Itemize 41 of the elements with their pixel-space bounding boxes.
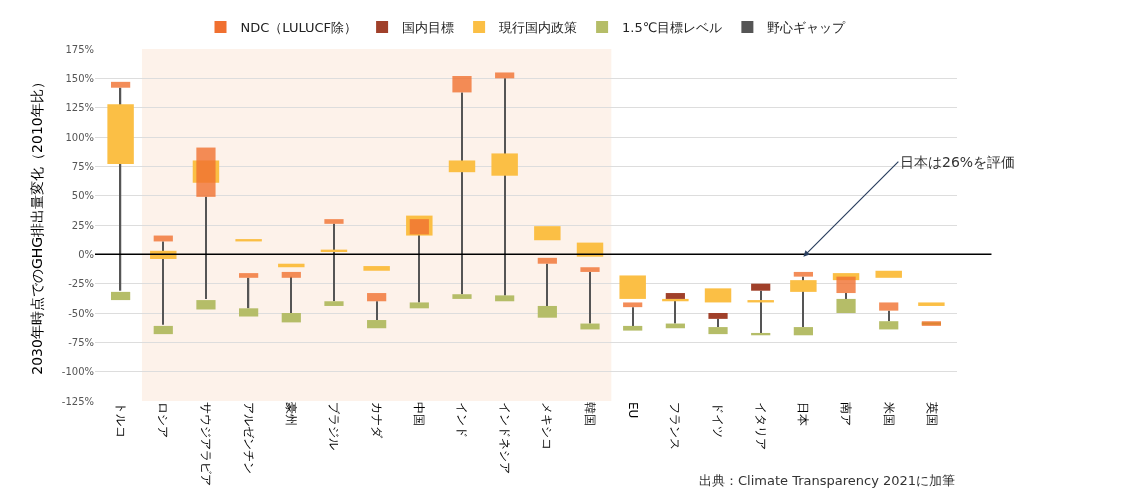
legend-label: 1.5℃目標レベル xyxy=(622,19,723,35)
x-tick-label: 日本 xyxy=(796,402,811,426)
legend-label: NDC（LULUCF除） xyxy=(240,19,358,35)
x-tick-label: ドイツ xyxy=(711,402,726,438)
y-tick-label: -50% xyxy=(68,307,94,319)
x-tick-label: トルコ xyxy=(113,402,128,438)
x-tick-label: 豪州 xyxy=(284,402,299,426)
y-tick-label: 125% xyxy=(65,102,94,114)
x-tick-label: 米国 xyxy=(881,402,896,426)
legend-label: 国内目標 xyxy=(402,19,455,35)
x-tick-label: 英国 xyxy=(924,402,939,426)
x-tick-label: インド xyxy=(455,402,470,438)
y-tick-label: 50% xyxy=(71,190,94,202)
y-tick-label: 25% xyxy=(71,219,94,231)
annotation: 日本は26%を評価 xyxy=(900,154,1016,170)
x-tick-label: フランス xyxy=(668,402,683,450)
x-tick-label: アルゼンチン xyxy=(241,402,256,474)
y-tick-label: 0% xyxy=(78,248,94,260)
legend-label: 現行国内政策 xyxy=(499,19,578,35)
x-tick-label: 南ア xyxy=(839,402,854,426)
y-tick-label: 75% xyxy=(71,160,94,172)
x-tick-label: EU xyxy=(625,402,640,419)
x-tick-label: サウジアラビア xyxy=(199,402,214,486)
x-tick-label: ロシア xyxy=(156,402,171,438)
y-tick-label: 175% xyxy=(65,43,94,55)
y-tick-label: -125% xyxy=(61,395,94,407)
x-tick-label: メキシコ xyxy=(540,402,555,450)
x-tick-label: 韓国 xyxy=(583,402,598,426)
legend-label: 野心ギャップ xyxy=(767,19,847,35)
y-tick-label: -25% xyxy=(68,278,94,290)
y-tick-label: -100% xyxy=(61,366,94,378)
x-tick-label: カナダ xyxy=(369,402,384,439)
y-tick-label: -75% xyxy=(68,336,94,348)
x-tick-label: ブラジル xyxy=(327,402,342,450)
x-tick-label: インドネシア xyxy=(497,402,512,474)
y-tick-label: 100% xyxy=(65,131,94,143)
x-tick-label: イタリア xyxy=(753,402,768,450)
x-tick-label: 中国 xyxy=(412,402,427,426)
y-axis-title: 2030年時点でのGHG排出量変化（2010年比） xyxy=(29,75,46,375)
y-tick-label: 150% xyxy=(65,72,94,84)
source-note: 出典：Climate Transparency 2021に加筆 xyxy=(699,473,956,488)
